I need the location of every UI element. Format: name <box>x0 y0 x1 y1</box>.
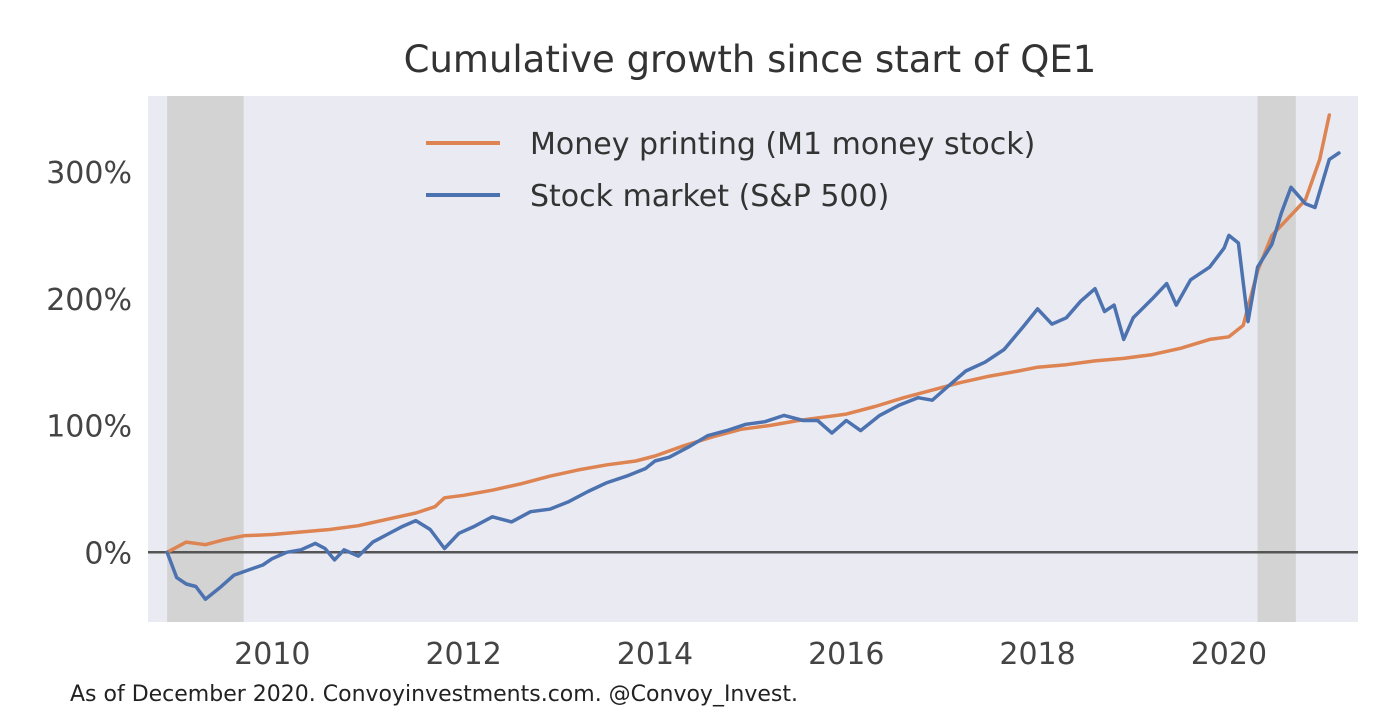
x-tick-label: 2014 <box>617 637 693 672</box>
y-axis-ticks: 0% 100% 200% 300% <box>46 156 132 571</box>
shaded-period-1 <box>167 96 244 622</box>
legend: Money printing (M1 money stock) Stock ma… <box>426 127 1035 214</box>
shaded-periods <box>167 96 1296 622</box>
x-axis-ticks: 2010 2012 2014 2016 2018 2020 <box>234 637 1267 672</box>
series-line-money-printing <box>165 113 1332 555</box>
x-tick-label: 2018 <box>999 637 1075 672</box>
x-tick-label: 2020 <box>1191 637 1267 672</box>
shaded-period-2 <box>1257 96 1296 622</box>
y-tick-label: 0% <box>84 536 132 571</box>
legend-label-stock-market: Stock market (S&P 500) <box>530 179 889 214</box>
series-lines <box>165 113 1341 601</box>
y-tick-label: 300% <box>46 156 132 191</box>
y-tick-label: 200% <box>46 283 132 318</box>
x-tick-label: 2016 <box>808 637 884 672</box>
plot-area <box>148 96 1358 622</box>
chart-title: Cumulative growth since start of QE1 <box>404 38 1097 81</box>
x-tick-label: 2012 <box>425 637 501 672</box>
y-tick-label: 100% <box>46 410 132 445</box>
series-line-stock-market <box>165 151 1341 601</box>
legend-label-money-printing: Money printing (M1 money stock) <box>530 127 1035 162</box>
x-tick-label: 2010 <box>234 637 310 672</box>
source-caption: As of December 2020. Convoyinvestments.c… <box>70 682 798 707</box>
